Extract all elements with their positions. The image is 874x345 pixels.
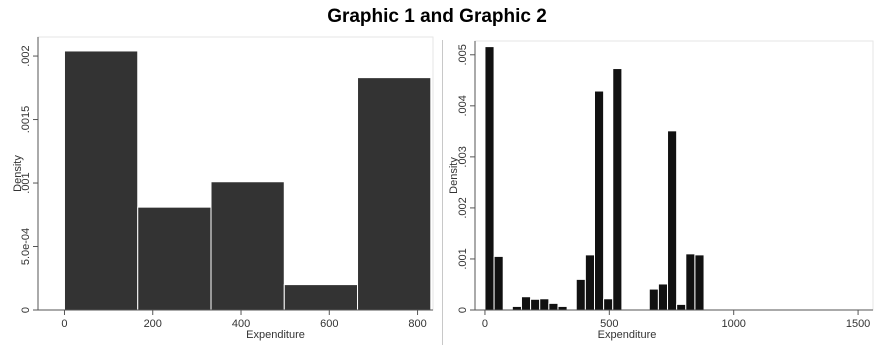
- histogram-bar: [530, 298, 541, 311]
- panel-divider: [442, 40, 443, 345]
- x-tick-label: 0: [61, 318, 67, 330]
- x-tick-label: 500: [600, 318, 618, 330]
- y-tick-label: 0: [20, 307, 32, 313]
- histogram-bar: [648, 288, 659, 311]
- histogram-bar: [493, 255, 504, 311]
- histogram-bar: [584, 254, 595, 311]
- y-tick-label: .004: [457, 95, 469, 116]
- y-tick-label: .002: [20, 45, 32, 66]
- histogram-bar: [657, 283, 669, 311]
- page-title: Graphic 1 and Graphic 2: [327, 6, 547, 27]
- histogram-bar: [548, 302, 559, 311]
- histogram-bar: [539, 298, 550, 311]
- histogram-chart-1: 0 200 400 600 800 0 5.0e-04 .001 .0015 .002 Expend…: [12, 36, 434, 341]
- y-tick-label: .002: [457, 197, 469, 218]
- histogram-bar: [676, 303, 687, 311]
- histogram-bar: [593, 90, 605, 311]
- histogram-bar: [283, 284, 359, 311]
- histogram-bar: [484, 46, 495, 311]
- histogram-bar: [612, 68, 623, 311]
- y-tick-label: 5.0e-04: [20, 228, 32, 265]
- histogram-bar: [694, 254, 705, 311]
- y-axis-label: Density: [448, 157, 460, 194]
- histogram-bar: [575, 278, 586, 311]
- y-tick-label: 0: [457, 307, 469, 313]
- histogram-bar: [63, 50, 139, 311]
- histogram-bar: [357, 77, 432, 311]
- histogram-chart-2: 0 500 1000 1500 0 .001 .002 .003 .004 .005 Expendi…: [448, 40, 874, 341]
- y-tick-label: .001: [457, 248, 469, 269]
- x-tick-label: 0: [482, 318, 488, 330]
- x-tick-label: 800: [408, 318, 426, 330]
- histogram-bar: [210, 181, 285, 311]
- histogram-bar: [511, 305, 522, 311]
- histogram-bar: [520, 296, 532, 311]
- y-tick-label: .003: [457, 146, 469, 167]
- histogram-bar: [603, 298, 614, 311]
- x-tick-label: 1000: [721, 318, 745, 330]
- histogram-bar: [667, 130, 678, 311]
- x-tick-label: 200: [144, 318, 162, 330]
- x-tick-label: 400: [232, 318, 250, 330]
- histogram-bar: [557, 305, 568, 311]
- histogram-bar: [685, 253, 696, 311]
- y-tick-label: .005: [457, 44, 469, 65]
- y-tick-label: .0015: [20, 106, 32, 134]
- x-tick-label: 1500: [846, 318, 870, 330]
- x-axis-label: Expenditure: [246, 329, 305, 341]
- y-tick-label: .001: [20, 172, 32, 193]
- x-tick-label: 600: [320, 318, 338, 330]
- x-axis-label: Expenditure: [598, 329, 657, 341]
- y-axis-label: Density: [12, 155, 24, 192]
- histogram-bar: [137, 206, 212, 311]
